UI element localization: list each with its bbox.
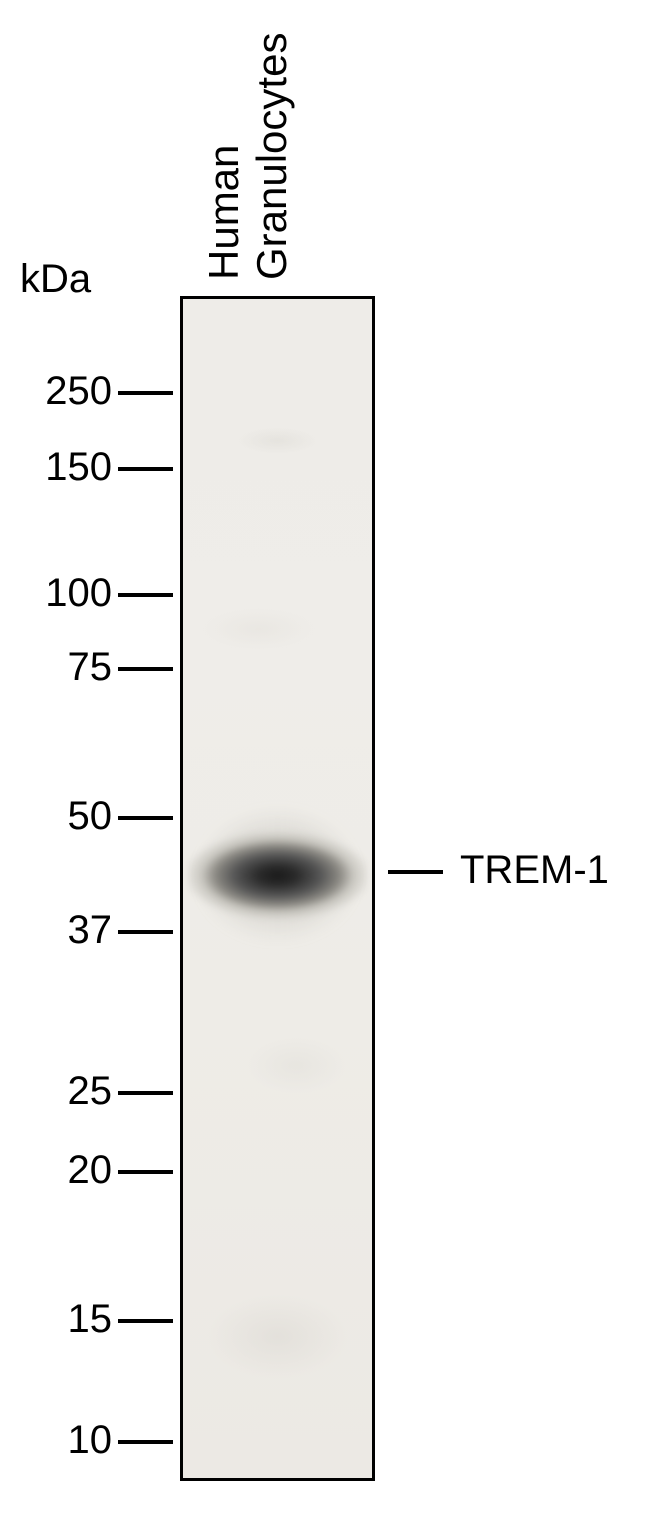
western-blot-lane [180,296,375,1481]
marker-tick [118,1319,173,1323]
blot-background [183,299,372,1478]
trem1-band [188,833,367,918]
marker-tick [118,1440,173,1444]
marker-tick [118,1091,173,1095]
marker-tick [118,930,173,934]
marker-label: 37 [27,908,112,953]
marker-label: 20 [27,1148,112,1193]
marker-label: 15 [27,1297,112,1342]
lane-label-line2: Granulocytes [248,33,296,280]
marker-label: 10 [27,1418,112,1463]
marker-label: 75 [27,645,112,690]
marker-tick [118,593,173,597]
marker-tick [118,816,173,820]
lane-label-line1: Human [200,145,248,280]
band-indicator-tick [388,870,443,874]
lane-label-wrap: Human Granulocytes [190,20,390,280]
marker-label: 25 [27,1069,112,1114]
y-axis-unit-label: kDa [20,257,91,302]
marker-label: 100 [27,571,112,616]
marker-tick [118,667,173,671]
marker-tick [118,391,173,395]
marker-tick [118,467,173,471]
marker-label: 250 [27,369,112,414]
band-label: TREM-1 [460,848,609,893]
marker-label: 150 [27,445,112,490]
marker-label: 50 [27,794,112,839]
marker-tick [118,1170,173,1174]
